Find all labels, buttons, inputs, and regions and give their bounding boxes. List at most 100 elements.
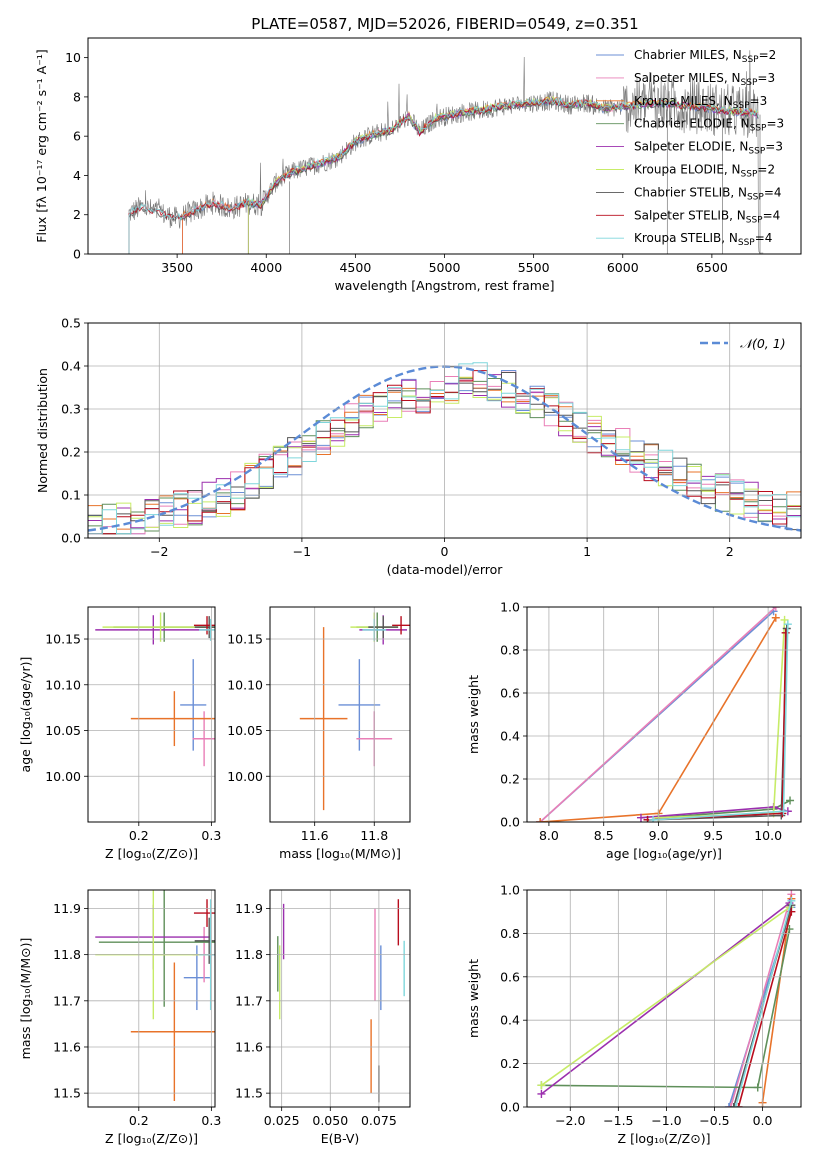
- weight-line: [540, 902, 790, 1095]
- mass_vs_Z-axes: 0.2 0.3 11.5 11.6 11.7 11.8 11.9 Z [log₁₀(Z/Z⊙)…: [18, 889, 221, 1146]
- x-tick-label: 10.0: [754, 828, 782, 843]
- y-tick-label: 4: [73, 168, 81, 183]
- y-tick-label: 11.8: [53, 947, 81, 962]
- x-tick-label: 0: [441, 544, 449, 559]
- age_vs_Z-axes: 0.2 0.3 10.00 10.05 10.10 10.15 Z [log₁₀(Z/Z⊙)…: [18, 606, 221, 861]
- legend-entry: Chabrier STELIB, NSSP=4: [634, 185, 782, 202]
- x-tick-label: 6000: [607, 260, 639, 275]
- y-tick-label: 11.8: [235, 947, 263, 962]
- x-axis-label: (data-model)/error: [387, 562, 504, 577]
- legend-entry-subscript: SSP: [747, 192, 764, 202]
- data-spectrum-line: [128, 50, 764, 254]
- x-tick-label: 0.050: [312, 1113, 348, 1128]
- legend-entry-subscript: SSP: [741, 170, 758, 180]
- age_vs_mass-plot-area: [299, 612, 410, 811]
- weight-marker: [787, 896, 796, 905]
- legend-entry-suffix: =3: [757, 71, 775, 85]
- weight-marker: [783, 620, 792, 629]
- y-tick-label: 11.9: [53, 901, 81, 916]
- x-tick-label: 6500: [696, 260, 728, 275]
- y-axis-label: mass weight: [466, 959, 481, 1038]
- y-tick-label: 10.15: [227, 632, 263, 647]
- y-tick-label: 11.6: [53, 1039, 81, 1054]
- legend-entry-suffix: =2: [759, 48, 777, 62]
- x-tick-label: −1: [293, 544, 311, 559]
- x-tick-label: 9.5: [703, 828, 723, 843]
- legend-entry-suffix: =4: [763, 208, 781, 222]
- weight-marker: [729, 1103, 738, 1107]
- y-tick-label: 0.2: [61, 445, 81, 460]
- residuals-axes: −2 −1 0 1 2 0.0 0.1 0.2 0.3 0.4 0.5 (data-model)/er…: [35, 316, 802, 577]
- model-spectrum-line: [128, 96, 759, 254]
- y-tick-label: 10.05: [227, 723, 263, 738]
- x-tick-label: 0.0: [753, 1113, 773, 1128]
- x-axis-label: wavelength [Angstrom, rest frame]: [334, 278, 554, 293]
- spectrum-plot-area: [128, 50, 764, 254]
- y-tick-label: 0.6: [500, 969, 520, 984]
- legend-entry-suffix: =3: [765, 140, 783, 154]
- y-tick-label: 0.8: [500, 643, 520, 658]
- y-tick-label: 0.4: [61, 359, 81, 374]
- x-tick-label: 8.5: [594, 828, 614, 843]
- weight-line: [734, 900, 793, 1107]
- y-tick-label: 10.00: [45, 769, 81, 784]
- x-axis-label: Z [log₁₀(Z/Z⊙)]: [105, 846, 198, 861]
- weight-line: [540, 617, 777, 822]
- x-tick-label: 8.0: [539, 828, 559, 843]
- legend-entry-subscript: SSP: [733, 101, 750, 111]
- weight-marker: [780, 615, 789, 624]
- y-tick-label: 10.15: [45, 632, 81, 647]
- y-tick-label: 0.8: [500, 926, 520, 941]
- legend-entry-suffix: =2: [757, 163, 775, 177]
- y-axis-label: age [log₁₀(age/yr)]: [18, 657, 33, 773]
- y-tick-label: 0.4: [500, 1013, 520, 1028]
- x-axis-label: age [log₁₀(age/yr)]: [606, 846, 722, 861]
- y-tick-label: 1.0: [500, 883, 520, 898]
- y-tick-label: 2: [73, 207, 81, 222]
- legend-entry-suffix: =4: [755, 231, 773, 245]
- legend-entry-subscript: SSP: [742, 55, 759, 65]
- y-tick-label: 10: [65, 50, 81, 65]
- weight-marker: [731, 1103, 740, 1107]
- legend-entry: Salpeter MILES, NSSP=3: [634, 71, 775, 88]
- y-tick-label: 11.7: [53, 993, 81, 1008]
- x-tick-label: 2: [726, 544, 734, 559]
- y-tick-label: 0.1: [61, 488, 81, 503]
- weight-marker: [771, 607, 780, 611]
- weight-line: [730, 894, 793, 1107]
- residuals-frame: [87, 322, 802, 539]
- mass_weight_vs_age-plot-area: [536, 607, 795, 822]
- x-axis-label: Z [log₁₀(Z/Z⊙)]: [618, 1131, 711, 1146]
- x-tick-label: −1.5: [603, 1113, 633, 1128]
- weight-marker: [536, 818, 545, 822]
- weight-marker: [537, 1081, 546, 1090]
- mass_vs_ebv-axes: 0.025 0.050 0.075 11.5 11.6 11.7 11.8 11.9 E(B-V…: [235, 889, 411, 1146]
- mass_weight_vs_Z-frame: [526, 889, 802, 1108]
- weight-line: [658, 619, 786, 819]
- x-tick-label: 5000: [429, 260, 461, 275]
- y-tick-label: 0.0: [61, 531, 81, 546]
- weight-marker: [779, 807, 788, 816]
- y-tick-label: 0.0: [500, 1100, 520, 1115]
- y-axis-label: Normed distribution: [35, 368, 50, 493]
- y-tick-label: 0.5: [61, 316, 81, 331]
- weight-marker: [537, 1089, 546, 1098]
- y-tick-label: 0.2: [500, 772, 520, 787]
- y-tick-label: 10.10: [45, 677, 81, 692]
- y-axis-label: mass weight: [466, 675, 481, 754]
- model-spectrum-line: [128, 96, 759, 254]
- x-tick-label: 11.6: [301, 828, 329, 843]
- x-tick-label: 3500: [161, 260, 193, 275]
- legend-entry: Chabrier MILES, NSSP=2: [634, 48, 776, 65]
- y-tick-label: 11.9: [235, 901, 263, 916]
- x-tick-label: −2.0: [555, 1113, 585, 1128]
- y-tick-label: 0.6: [500, 686, 520, 701]
- y-tick-label: 10.10: [227, 677, 263, 692]
- x-tick-label: 0.2: [129, 828, 149, 843]
- weight-line: [652, 624, 789, 821]
- weight-line: [737, 911, 793, 1107]
- x-tick-label: 11.8: [360, 828, 388, 843]
- residual-histogram-chabrier-miles: [88, 370, 801, 535]
- mass_weight_vs_age-frame: [526, 606, 802, 823]
